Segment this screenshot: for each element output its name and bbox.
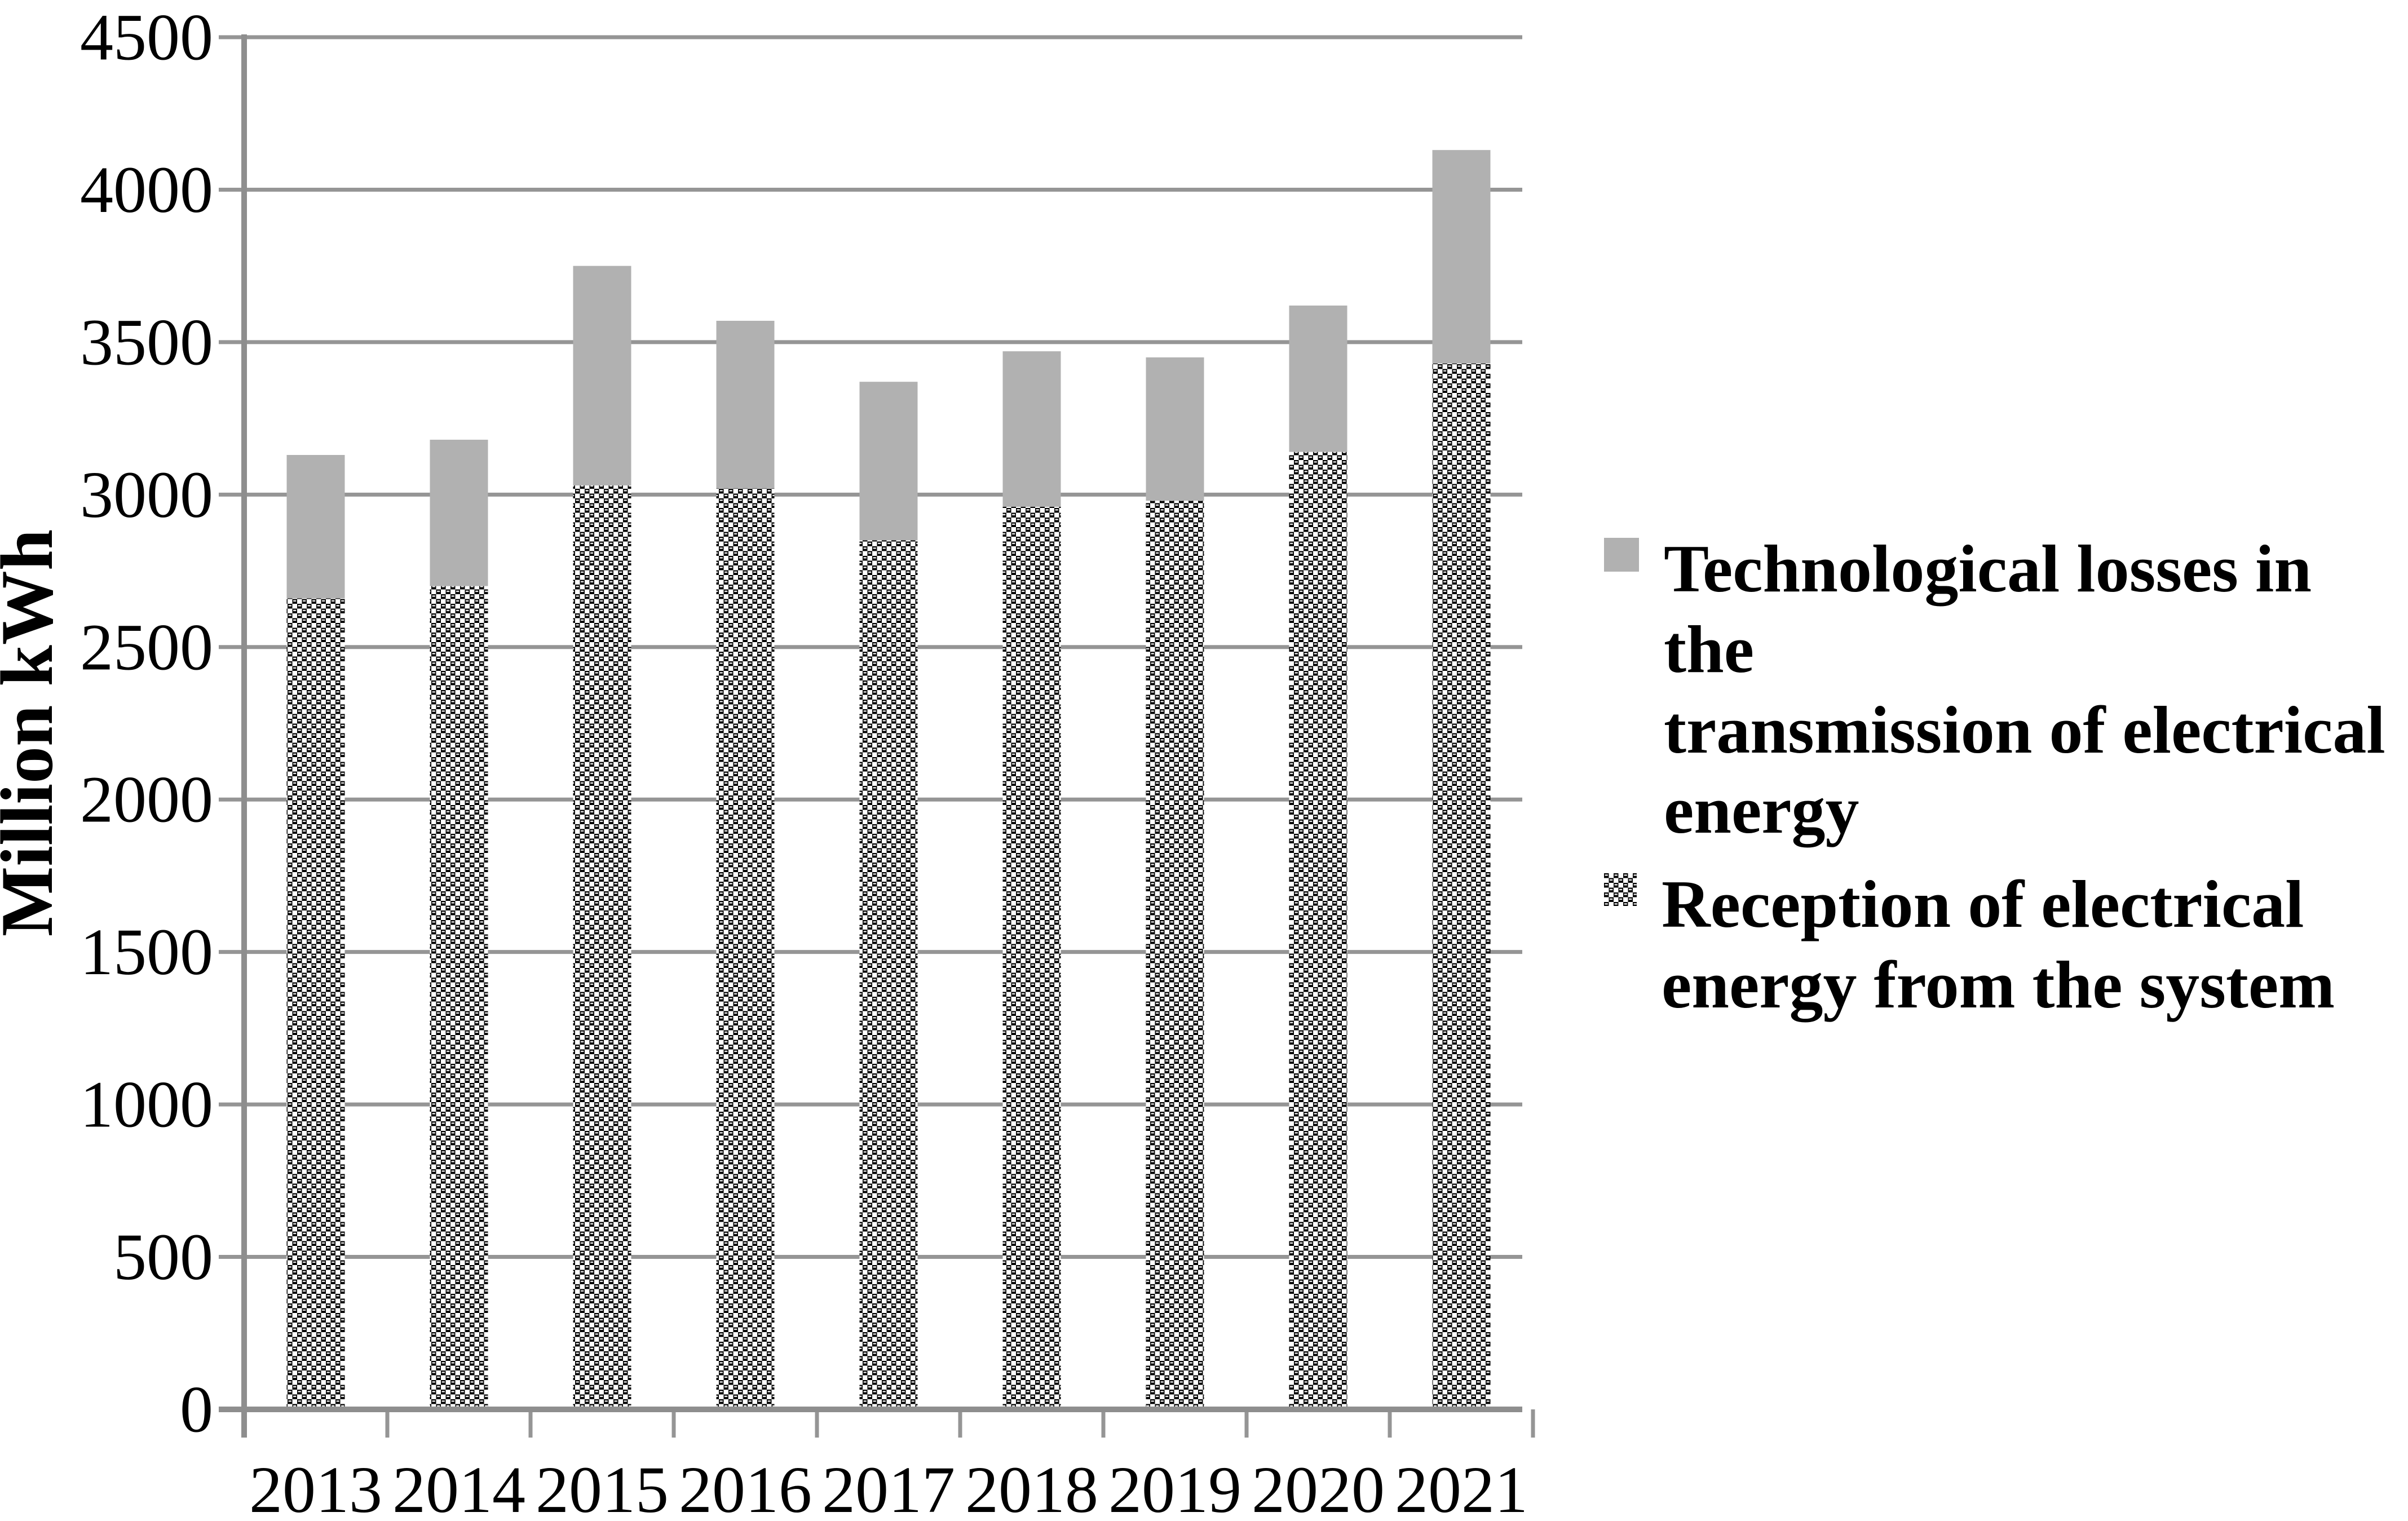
y-tick-label-0: 0 — [180, 1373, 213, 1447]
legend-entry-losses: Technological losses in the transmission… — [1604, 529, 2405, 851]
y-axis-title: Million kWh — [0, 529, 68, 937]
axis-labels-layer: 0 500 1000 1500 2000 2500 3000 3500 4000 4500 2013… — [0, 1, 1528, 1521]
axes-layer — [219, 34, 1535, 1438]
y-tick-label-3000: 3000 — [80, 458, 213, 532]
legend: Technological losses in the transmission… — [1604, 529, 2405, 1039]
x-label-2016: 2016 — [679, 1453, 812, 1521]
x-label-2017: 2017 — [822, 1453, 955, 1521]
bar-losses-2021 — [1432, 150, 1491, 364]
y-tick-label-4500: 4500 — [80, 1, 213, 74]
legend-entry-reception: Reception of electrical energy from the … — [1604, 864, 2405, 1025]
y-tick-label-4000: 4000 — [80, 153, 213, 227]
y-tick-label-3500: 3500 — [80, 305, 213, 379]
bar-losses-2015 — [573, 266, 631, 486]
legend-label-losses: Technological losses in the transmission… — [1664, 529, 2405, 851]
bar-reception-2019 — [1146, 501, 1204, 1409]
x-label-2015: 2015 — [536, 1453, 669, 1521]
losses-legend-swatch-icon — [1604, 538, 1639, 572]
y-tick-label-2000: 2000 — [80, 763, 213, 837]
bar-reception-2015 — [573, 485, 631, 1409]
bar-losses-2014 — [430, 439, 488, 586]
legend-label-reception-line1: Reception of electrical — [1662, 866, 2304, 942]
x-label-2018: 2018 — [965, 1453, 1098, 1521]
legend-label-losses-line2: transmission of electrical — [1664, 692, 2385, 767]
bar-losses-2017 — [859, 382, 918, 541]
bars-layer — [286, 150, 1491, 1409]
y-tick-label-2500: 2500 — [80, 610, 213, 684]
y-tick-label-500: 500 — [113, 1220, 213, 1294]
x-label-2021: 2021 — [1395, 1453, 1528, 1521]
bar-reception-2016 — [716, 488, 775, 1409]
legend-label-losses-line1: Technological losses in the — [1664, 531, 2312, 687]
bar-losses-2020 — [1289, 305, 1347, 452]
bar-reception-2017 — [859, 540, 918, 1409]
bar-reception-2013 — [286, 598, 345, 1409]
reception-legend-swatch-icon — [1604, 873, 1637, 907]
x-label-2020: 2020 — [1252, 1453, 1385, 1521]
bar-losses-2013 — [286, 455, 345, 599]
bar-losses-2018 — [1002, 351, 1061, 507]
bar-reception-2021 — [1432, 363, 1491, 1409]
x-label-2013: 2013 — [249, 1453, 382, 1521]
legend-label-reception-line2: energy from the system — [1662, 947, 2335, 1022]
x-label-2019: 2019 — [1108, 1453, 1241, 1521]
legend-label-reception: Reception of electrical energy from the … — [1662, 864, 2405, 1025]
x-label-2014: 2014 — [392, 1453, 525, 1521]
legend-label-losses-line3: energy — [1664, 772, 1859, 848]
y-tick-label-1000: 1000 — [80, 1068, 213, 1142]
bar-reception-2014 — [430, 586, 488, 1409]
y-tick-label-1500: 1500 — [80, 915, 213, 989]
bar-losses-2016 — [716, 321, 775, 489]
bar-losses-2019 — [1146, 357, 1204, 501]
bar-reception-2020 — [1289, 452, 1347, 1409]
bar-reception-2018 — [1002, 506, 1061, 1409]
